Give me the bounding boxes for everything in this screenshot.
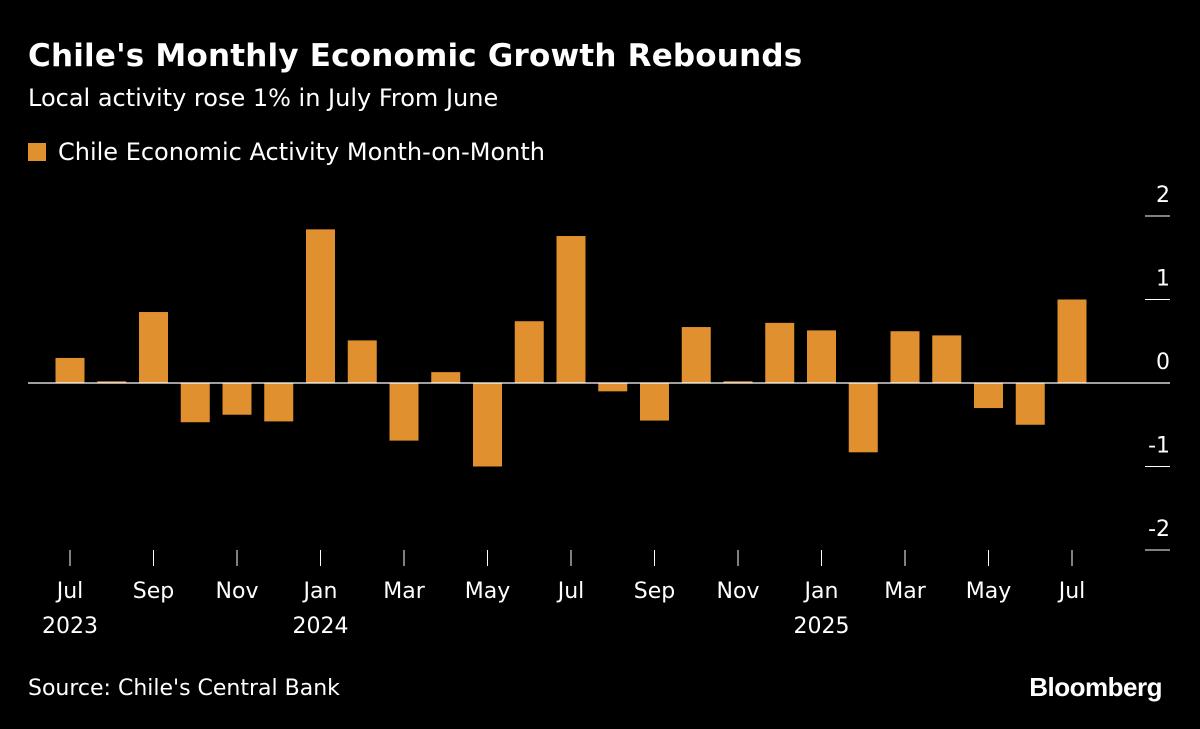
legend-swatch (28, 143, 46, 161)
y-tick-label: 2 (1156, 183, 1170, 208)
bar (1057, 299, 1087, 383)
y-axis: 2 1 0 -1 -2 (1145, 183, 1170, 551)
bar (222, 383, 252, 415)
bar (97, 381, 127, 383)
x-axis: Jul 2023 Sep Nov Jan 2024 Mar May Jul Sep Nov Jan 20… (42, 550, 1085, 639)
y-tick-label: -2 (1148, 517, 1170, 542)
x-tick-label: Jul (1057, 579, 1086, 604)
y-tick-label: 1 (1156, 267, 1170, 292)
x-tick-label: May (966, 579, 1011, 604)
bar (306, 229, 335, 383)
x-tick-label: Jan (302, 579, 338, 604)
y-tick-label: 0 (1156, 350, 1170, 375)
bar (389, 383, 419, 441)
legend: Chile Economic Activity Month-on-Month (28, 138, 545, 166)
bar (640, 383, 669, 421)
source-note: Source: Chile's Central Bank (28, 676, 340, 701)
bar (765, 322, 795, 383)
bar (1015, 383, 1045, 425)
bar (347, 340, 377, 383)
legend-label: Chile Economic Activity Month-on-Month (58, 138, 545, 166)
x-tick-label: Sep (133, 579, 174, 604)
bar (55, 357, 85, 383)
chart-title: Chile's Monthly Economic Growth Rebounds (28, 38, 803, 74)
x-tick-label: Sep (634, 579, 675, 604)
x-tick-label: Jul (55, 579, 84, 604)
bar (556, 236, 586, 383)
chart-subtitle: Local activity rose 1% in July From June (28, 84, 499, 112)
x-tick-label: May (465, 579, 510, 604)
bar (180, 383, 210, 423)
bar (848, 383, 878, 453)
x-tick-label: Nov (216, 579, 259, 604)
bar (974, 383, 1003, 409)
bar (890, 331, 920, 383)
bloomberg-logo: Bloomberg (1029, 672, 1162, 702)
bar (723, 381, 753, 383)
bar (139, 312, 168, 383)
x-tick-label: Jan (803, 579, 839, 604)
bar (681, 327, 711, 383)
bar (598, 383, 628, 392)
x-tick-year-label: 2025 (794, 614, 850, 639)
x-tick-label: Mar (884, 579, 926, 604)
x-tick-label: Jul (556, 579, 585, 604)
bar (514, 321, 544, 383)
x-tick-year-label: 2024 (293, 614, 349, 639)
bar (264, 383, 294, 422)
y-tick-label: -1 (1148, 434, 1170, 459)
bar (932, 335, 962, 383)
bar (807, 330, 836, 383)
x-tick-label: Mar (383, 579, 425, 604)
bar-series (55, 229, 1087, 467)
bar (473, 383, 502, 467)
x-tick-year-label: 2023 (42, 614, 98, 639)
bar (431, 372, 461, 383)
x-tick-label: Nov (717, 579, 760, 604)
